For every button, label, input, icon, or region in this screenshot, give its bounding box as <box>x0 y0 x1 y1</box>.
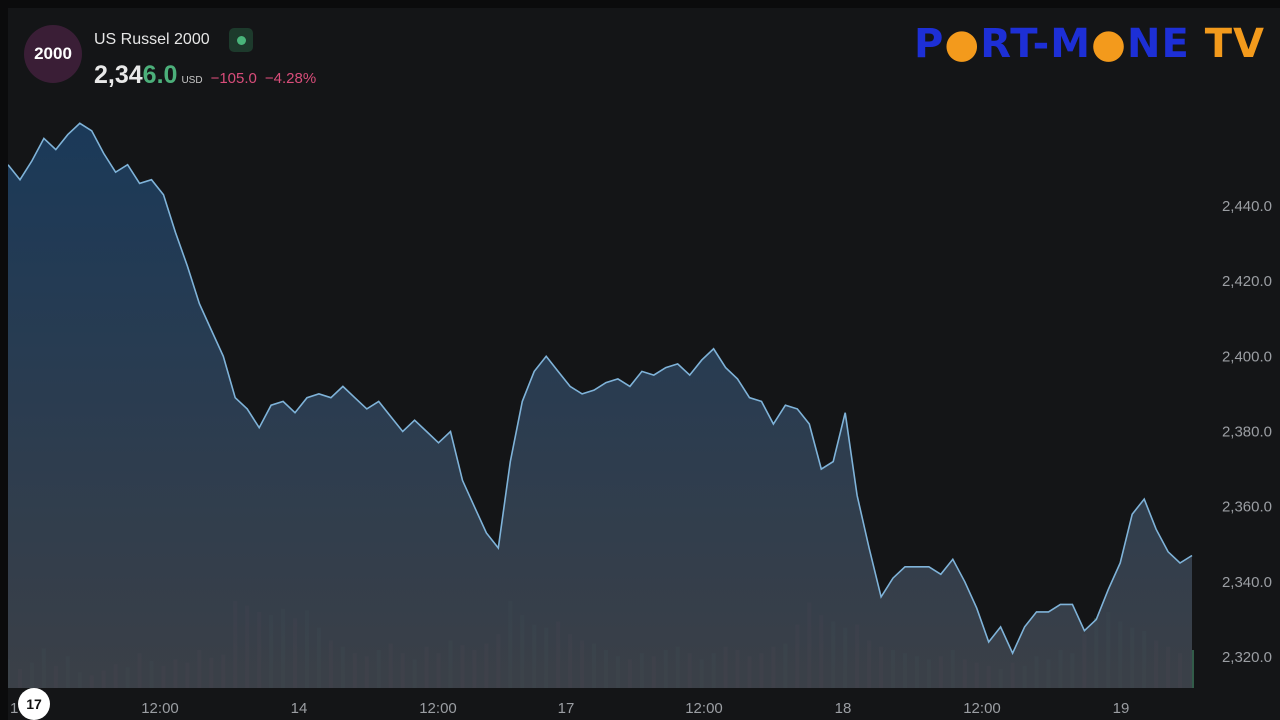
y-tick-label: 2,320.0 <box>1222 649 1272 666</box>
y-tick-label: 2,440.0 <box>1222 198 1272 215</box>
price-value-tail: 6.0 <box>142 61 178 89</box>
x-tick-label: 12:00 <box>419 700 457 717</box>
x-tick-label: 19 <box>1113 700 1130 717</box>
x-tick-label: 14 <box>291 700 308 717</box>
price-area-fill <box>8 123 1192 689</box>
price-change-percent: −4.28% <box>264 70 317 87</box>
market-open-icon <box>236 35 246 45</box>
y-axis: 2,320.0 2,340.0 2,360.0 2,380.0 2,400.0 2,420… <box>1222 198 1272 666</box>
x-tick-label: 12:00 <box>963 700 1001 717</box>
x-tick-label: 18 <box>835 700 852 717</box>
x-tick-label: 12:00 <box>141 700 179 717</box>
x-tick-label-first: 1 <box>10 700 19 717</box>
x-tick-label: 12:00 <box>685 700 723 717</box>
logo-moon-o-icon: ● <box>944 21 981 67</box>
y-tick-label: 2,400.0 <box>1222 348 1272 365</box>
portmone-tv-logo: P●RT-M●NE TV <box>914 21 1265 67</box>
price-change-absolute: −105.0 <box>210 70 257 87</box>
price-line <box>8 122 1193 656</box>
price-row: 2,346.0 USD −105.0 −4.28% <box>94 61 316 90</box>
chart-frame: 2,320.0 2,340.0 2,360.0 2,380.0 2,400.0 2,420… <box>8 8 1280 720</box>
price-chart[interactable]: 2,320.0 2,340.0 2,360.0 2,380.0 2,400.0 2,420… <box>8 8 1280 720</box>
y-tick-label: 2,380.0 <box>1222 424 1272 441</box>
y-tick-label: 2,360.0 <box>1222 499 1272 516</box>
y-tick-label: 2,420.0 <box>1222 273 1272 290</box>
price-value-main: 2,34 <box>94 61 143 89</box>
x-axis: 12:00 14 12:00 17 12:00 18 12:00 19 <box>141 700 1129 717</box>
market-status-badge[interactable] <box>229 28 253 52</box>
tradingview-logo[interactable]: 17 <box>18 688 50 720</box>
price-currency: USD <box>181 75 203 86</box>
logo-sun-o-icon: ● <box>1091 21 1127 67</box>
symbol-name[interactable]: US Russel 2000 <box>94 31 210 48</box>
y-tick-label: 2,340.0 <box>1222 574 1272 591</box>
symbol-badge[interactable]: 2000 <box>24 25 82 83</box>
x-tick-label: 17 <box>558 700 575 717</box>
